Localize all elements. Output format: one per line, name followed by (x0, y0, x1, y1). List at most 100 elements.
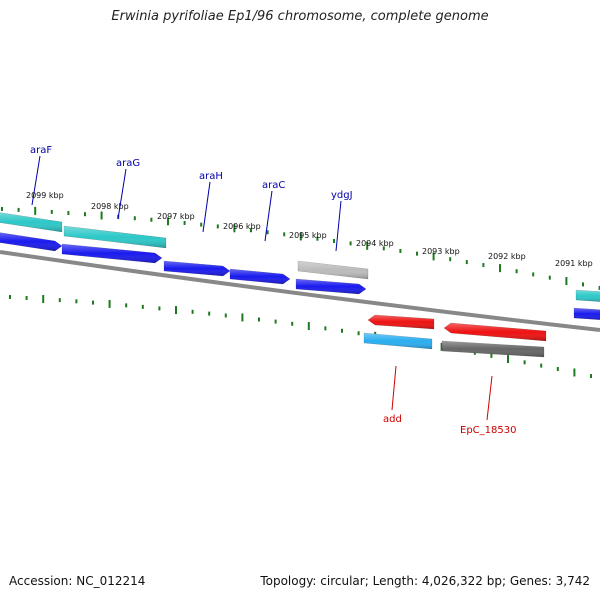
feature-shade (574, 308, 600, 320)
outer-tick (532, 272, 535, 277)
inner-tick (307, 322, 310, 331)
gene-label: araC (262, 180, 285, 191)
outer-tick (283, 232, 286, 237)
outer-tick (598, 285, 600, 290)
outer-tick (233, 224, 236, 233)
feature-shade (164, 261, 230, 276)
inner-tick (108, 299, 111, 308)
feature-shade (62, 244, 162, 263)
gene-leader-line (117, 168, 127, 220)
topology-value: circular (320, 574, 365, 588)
outer-tick (299, 232, 302, 241)
outer-tick (399, 248, 402, 253)
outer-tick (200, 222, 203, 227)
outer-tick-ring (1, 206, 600, 290)
inner-tick (540, 363, 543, 368)
inner-tick (440, 342, 443, 351)
gene-features (0, 212, 600, 358)
outer-tick (1, 207, 3, 211)
accession-label: Accession: (9, 574, 73, 588)
outer-tick (183, 220, 186, 225)
gene-label: EpC_18530 (460, 425, 516, 436)
inner-tick (274, 319, 277, 324)
outer-tick (515, 269, 518, 274)
gene-labels: araF araG araH araC ydgJ add EpC_18530 (30, 145, 516, 436)
outer-tick (266, 230, 269, 235)
outer-tick (17, 207, 20, 212)
length-value: 4,026,322 bp (421, 574, 502, 588)
outer-tick (216, 224, 219, 229)
inner-tick (208, 311, 211, 316)
outer-tick (349, 241, 352, 246)
inner-tick (258, 317, 260, 322)
inner-tick (357, 331, 360, 336)
gene-leader-line (486, 375, 493, 421)
inner-tick (324, 326, 327, 331)
feature-shade (364, 333, 432, 349)
outer-tick (465, 260, 468, 265)
outer-tick (382, 246, 385, 251)
gene-leader-line (31, 155, 41, 206)
inner-tick (92, 300, 94, 305)
inner-tick (224, 313, 227, 318)
feature-shade (64, 226, 166, 248)
inner-tick (158, 306, 161, 311)
scale-label: 2092 kbp (488, 252, 526, 261)
outer-tick (167, 217, 169, 226)
gene-leader-line (202, 181, 211, 233)
genes-label: Genes: (509, 574, 552, 588)
inner-tick (556, 367, 559, 372)
gene-label: araF (30, 145, 52, 156)
outer-tick (333, 239, 335, 244)
chromosome-backbone (0, 250, 600, 332)
feature-shade (442, 341, 544, 357)
inner-tick (42, 295, 45, 304)
gene-label: araH (199, 171, 223, 182)
scale-labels: 2099 kbp 2098 kbp 2097 kbp 2096 kbp 2095 kbp… (26, 191, 593, 268)
outer-tick (366, 241, 369, 250)
outer-tick (316, 236, 319, 241)
inner-tick (507, 355, 509, 364)
outer-tick (499, 264, 501, 273)
outer-tick (133, 216, 136, 221)
scale-label: 2099 kbp (26, 191, 64, 200)
outer-tick (67, 211, 70, 216)
length-label: Length: (372, 574, 419, 588)
outer-tick (432, 252, 435, 261)
scale-label: 2096 kbp (223, 222, 261, 231)
outer-tick (100, 211, 103, 220)
feature-shade (298, 261, 368, 279)
inner-tick (341, 328, 343, 333)
outer-tick (250, 228, 252, 233)
outer-tick (416, 251, 418, 256)
scale-label: 2094 kbp (356, 239, 394, 248)
scale-label: 2091 kbp (555, 259, 593, 268)
feature-shade (230, 269, 290, 284)
genes-value: 3,742 (555, 574, 590, 588)
feature-shade (296, 279, 366, 294)
inner-tick (490, 353, 493, 358)
gene-label: araG (116, 158, 140, 169)
gene-leader-line (391, 365, 397, 411)
inner-tick (523, 360, 526, 365)
inner-tick (125, 303, 128, 308)
feature-shade (444, 323, 546, 341)
inner-tick (291, 321, 294, 326)
inner-tick (191, 309, 194, 314)
topology-label: Topology: (260, 574, 317, 588)
outer-tick (582, 282, 584, 287)
scale-label: 2097 kbp (157, 212, 195, 221)
outer-tick (50, 209, 53, 214)
feature-shade (0, 212, 62, 232)
outer-tick (565, 277, 568, 286)
inner-tick (9, 295, 11, 299)
inner-tick (241, 313, 244, 322)
outer-tick (548, 275, 551, 280)
inner-tick (25, 295, 28, 300)
accession-value: NC_012214 (76, 574, 146, 588)
feature-shade (368, 315, 434, 329)
inner-tick (141, 304, 144, 309)
map-title: Erwinia pyrifoliae Ep1/96 chromosome, co… (111, 9, 489, 24)
gene-leader-line (264, 190, 273, 242)
outer-tick (449, 257, 452, 262)
